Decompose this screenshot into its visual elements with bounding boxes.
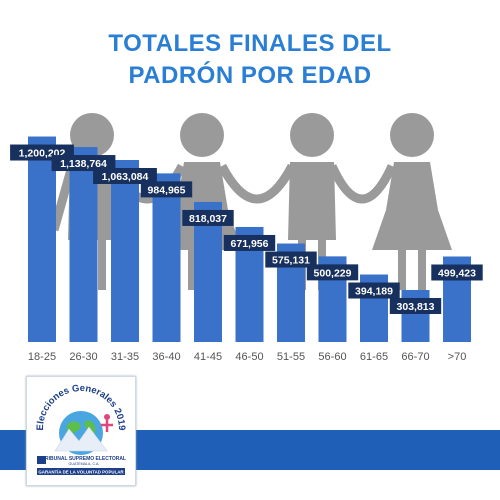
data-label: 818,037	[189, 213, 227, 225]
x-tick-label: 61-65	[360, 351, 388, 363]
data-labels-group: 1,200,2021,138,7641,063,084984,965818,03…	[10, 144, 483, 314]
data-label-bg	[140, 181, 193, 198]
bar-18-25	[28, 136, 56, 342]
data-label-bg	[431, 264, 483, 281]
bar-26-30	[69, 147, 98, 342]
joined-arms	[218, 163, 296, 204]
election-logo: Elecciones Generales 2019 TRIBUNAL SUPRE…	[26, 376, 136, 486]
data-label: 394,189	[355, 286, 393, 298]
chart-title-line-1: TOTALES FINALES DEL	[108, 30, 392, 57]
x-tick-label: 18-25	[28, 351, 56, 363]
data-label: 499,423	[438, 267, 476, 279]
data-label: 303,813	[397, 301, 435, 313]
data-label: 671,956	[231, 238, 269, 250]
svg-text:TRIBUNAL SUPREMO ELECTORAL: TRIBUNAL SUPREMO ELECTORAL	[42, 456, 126, 462]
data-label: 984,965	[148, 184, 186, 196]
svg-text:GUATEMALA, C.A.: GUATEMALA, C.A.	[69, 462, 100, 466]
data-label: 500,229	[314, 267, 352, 279]
x-tick-label: 36-40	[152, 351, 180, 363]
data-label-bg	[306, 264, 359, 281]
data-label-bg	[223, 234, 276, 251]
joined-arms	[327, 164, 397, 204]
data-label: 575,131	[272, 255, 310, 267]
tse-emblem-icon	[37, 456, 46, 464]
x-tick-label: 46-50	[235, 351, 263, 363]
data-label: 1,063,084	[102, 171, 149, 183]
x-tick-label: >70	[448, 351, 467, 363]
data-label: 1,138,764	[60, 158, 107, 170]
data-label-bg	[389, 297, 442, 314]
data-label-bg	[348, 282, 400, 299]
x-tick-label: 31-35	[111, 351, 139, 363]
x-tick-label: 41-45	[194, 351, 222, 363]
person-silhouette	[372, 113, 452, 290]
bar-36-40	[152, 173, 181, 342]
bar-31-35	[111, 160, 139, 342]
chart-title-line-2: PADRÓN POR EDAD	[128, 62, 372, 89]
svg-text:GARANTÍA DE LA VOLUNTAD POPULA: GARANTÍA DE LA VOLUNTAD POPULAR	[38, 470, 124, 475]
x-tick-label: 51-55	[277, 351, 305, 363]
data-label-bg	[93, 168, 157, 185]
data-label-bg	[51, 155, 116, 172]
x-tick-label: 66-70	[401, 351, 429, 363]
bar-chart: 1,200,2021,138,7641,063,084984,965818,03…	[10, 113, 483, 363]
x-tick-label: 26-30	[69, 351, 97, 363]
data-label-bg	[182, 209, 234, 226]
x-tick-label: 56-60	[318, 351, 346, 363]
x-tick-labels-group: 18-25 26-30 31-35 36-40 41-45 46-50 51-55 56-60…	[28, 351, 466, 363]
bar-66-70	[401, 289, 430, 342]
elecciones-generales-2019-logo: Elecciones Generales 2019 TRIBUNAL SUPRE…	[35, 383, 127, 475]
data-label-bg	[265, 251, 317, 268]
